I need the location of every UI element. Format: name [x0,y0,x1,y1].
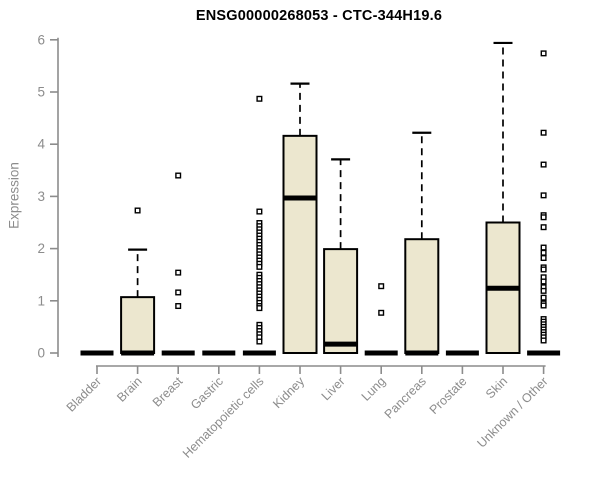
box-brain [120,296,156,354]
y-tick-label: 3 [37,189,45,204]
box-pancreas [404,238,440,354]
y-tick-label: 6 [37,32,45,47]
x-tick-label: Gastric [188,374,226,412]
outlier-point [540,192,547,199]
outlier-point [540,294,547,301]
outlier-point [175,269,182,276]
outlier-point [540,287,547,294]
x-tick-label: Hematopoietic cells [180,374,267,461]
x-tick-label: Prostate [427,374,470,417]
outlier-point [540,249,547,256]
outlier-point [175,172,182,179]
outlier-point [540,129,547,136]
y-tick-label: 0 [37,346,45,361]
x-tick-label: Bladder [64,374,104,414]
outlier-point [256,95,263,102]
outlier-point [540,278,547,285]
y-tick-label: 4 [37,137,45,152]
outlier-point [540,266,547,273]
outlier-point [540,50,547,57]
y-tick-label: 2 [37,241,45,256]
x-tick-label: Liver [319,374,348,403]
outlier-point [540,244,547,251]
outlier-point [175,303,182,310]
y-tick-label: 5 [37,85,45,100]
outlier-point [256,208,263,215]
outlier-point [134,207,141,214]
outlier-point [256,305,263,312]
x-tick-label: Unknown / Other [474,374,550,450]
outlier-point [175,289,182,296]
outlier-point [540,337,547,344]
outlier-point [540,302,547,309]
outlier-point [540,224,547,231]
outlier-point [378,283,385,290]
x-tick-label: Brain [114,374,145,405]
outlier-point [540,214,547,221]
x-tick-label: Lung [359,374,389,404]
box-kidney [282,134,318,354]
chart-title: ENSG00000268053 - CTC-344H19.6 [195,8,443,24]
y-tick-label: 1 [37,293,45,308]
x-tick-label: Pancreas [382,374,429,421]
outlier-point [540,161,547,168]
box-liver [323,248,359,354]
x-tick-label: Skin [483,374,510,401]
x-tick-label: Kidney [270,374,307,411]
outlier-point [256,263,263,270]
x-tick-label: Breast [150,374,186,410]
outlier-point [256,338,263,345]
outlier-point [540,254,547,261]
outlier-point [378,309,385,316]
